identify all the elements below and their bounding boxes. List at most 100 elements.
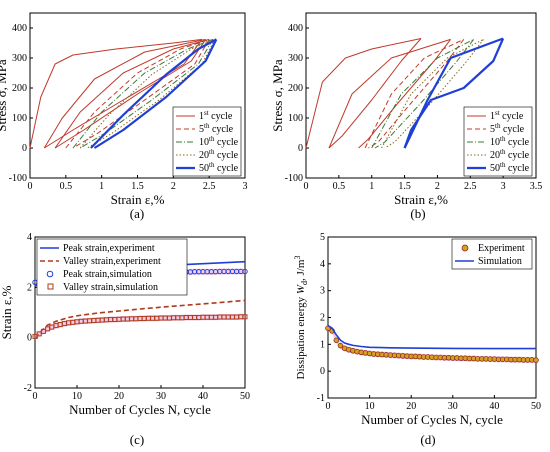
legend-swatch (47, 283, 54, 290)
legend-label-sup: th (209, 161, 215, 169)
legend-box (36, 238, 188, 296)
y-tick-label: -2 (24, 383, 32, 394)
legend-label-num: 1 (199, 111, 204, 122)
x-tick-label: 50 (240, 391, 250, 402)
legend-label: 1st cycle (199, 109, 233, 122)
y-tick-label: 4 (27, 232, 32, 243)
series-2-curve-0 (371, 38, 474, 149)
legend-label-num: 10 (199, 137, 209, 148)
x-tick-label: 40 (198, 391, 208, 402)
legend-label: 10th cycle (199, 135, 239, 148)
y-axis-label: Stress σ, MPa (270, 59, 285, 132)
legend-label-rest: cycle (505, 150, 529, 161)
series-0-curve-2 (328, 38, 451, 149)
y-tick-label: 400 (288, 23, 303, 34)
series-1-curve-0 (364, 38, 464, 149)
x-tick-label: 3 (243, 181, 248, 192)
legend-label: Experiment (478, 243, 525, 254)
x-tick-label: 1.5 (131, 181, 144, 192)
y-tick-label: 5 (320, 232, 325, 243)
series-0-curve-0 (305, 38, 422, 149)
series-2-curve-0 (72, 38, 213, 149)
y-tick-label: 4 (320, 259, 325, 270)
legend-label: 20th cycle (199, 148, 239, 161)
y-tick-label: 2 (27, 282, 32, 293)
legend-label-num: 5 (490, 124, 495, 135)
legend-label-sup: th (500, 148, 506, 156)
y-tick-label: 0 (27, 333, 32, 344)
y-tick-label: 300 (288, 53, 303, 64)
legend-label-rest: cycle (209, 124, 233, 135)
data-point (333, 337, 340, 344)
data-point (36, 331, 42, 337)
legend-label: Peak strain,experiment (63, 243, 155, 254)
legend-label-rest: cycle (214, 163, 238, 174)
y-tick-label: 100 (288, 113, 303, 124)
y-axis-label: Dissipation energy Wd, J/m3 (293, 256, 309, 380)
legend-label-sup: th (500, 161, 506, 169)
x-tick-label: 2.5 (203, 181, 216, 192)
legend-label-sup: th (495, 122, 501, 130)
x-tick-label: 40 (489, 401, 499, 412)
plot-frame (34, 236, 246, 389)
legend-label-rest: cycle (209, 111, 233, 122)
y-tick-label: 0 (298, 143, 303, 154)
series-1-curve-1 (368, 39, 465, 149)
y-tick-label: -1 (317, 393, 325, 404)
legend-label: Simulation (478, 256, 522, 267)
y-tick-label: 400 (12, 23, 27, 34)
x-tick-label: 20 (114, 391, 124, 402)
y-tick-label: -100 (285, 173, 303, 184)
x-tick-label: 30 (156, 391, 166, 402)
legend-box (451, 238, 533, 270)
y-tick-label: 2 (320, 313, 325, 324)
data-point (533, 357, 539, 363)
series-0-curve-4 (54, 38, 210, 149)
y-axis-label-part: , J/m (295, 259, 307, 281)
legend-label-num: 5 (199, 124, 204, 135)
y-tick-label: 300 (12, 53, 27, 64)
legend-label-sup: st (495, 109, 500, 117)
panel-label-b: (b) (410, 206, 425, 221)
x-axis-label: Number of Cycles N, cycle (69, 402, 211, 417)
legend-label: Valley strain,experiment (63, 256, 161, 267)
x-tick-label: 0 (33, 391, 38, 402)
legend: Experiment Simulation (451, 238, 533, 270)
legend-label: 5th cycle (490, 122, 525, 135)
series-2-curve-1 (374, 39, 474, 149)
legend-label-rest: cycle (505, 137, 529, 148)
legend-label-rest: cycle (214, 150, 238, 161)
legend-label-num: 50 (490, 163, 500, 174)
x-tick-label: 3 (501, 181, 506, 192)
series-0-curve-3 (358, 39, 451, 149)
y-tick-label: 3 (320, 286, 325, 297)
chart-panel-b: 0 0.5 1 1.5 2 2.5 3 3.5-1000100200300400Strain … (270, 12, 542, 207)
legend-label: Peak strain,simulation (63, 269, 152, 280)
series-2-curve-1 (79, 39, 214, 149)
legend-label: 50th cycle (199, 161, 239, 174)
legend-swatch (461, 244, 469, 252)
y-tick-label: 100 (12, 113, 27, 124)
legend-label: 20th cycle (490, 148, 530, 161)
legend-label: Valley strain,simulation (63, 282, 158, 293)
panel-label-a: (a) (130, 206, 144, 221)
y-axis-label: Strain ε,% (0, 285, 14, 339)
panel-label-c: (c) (130, 432, 144, 447)
x-tick-label: 0 (28, 181, 33, 192)
data-point (242, 314, 248, 320)
x-tick-label: 0 (304, 181, 309, 192)
y-axis-label-var: W (295, 284, 307, 294)
x-tick-label: 10 (72, 391, 82, 402)
legend-label-num: 20 (199, 150, 209, 161)
y-axis-label-part: Dissipation energy (295, 294, 307, 379)
legend-label: 1st cycle (490, 109, 524, 122)
series-0-curve-1 (328, 38, 422, 149)
y-tick-label: 200 (288, 83, 303, 94)
legend-label-sup: th (204, 122, 210, 130)
legend-label: 10th cycle (490, 135, 530, 148)
